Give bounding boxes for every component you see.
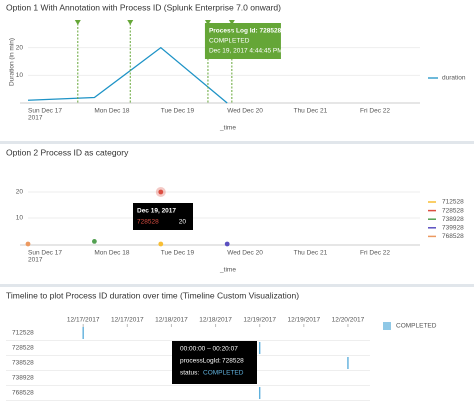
annotation-marker xyxy=(204,20,211,25)
x-axis-title: _time xyxy=(219,267,236,274)
tip-text: Process Log Id: 728528 xyxy=(209,28,282,35)
legend-label: COMPLETED xyxy=(396,323,437,330)
point xyxy=(92,239,97,244)
legend-label: 712528 xyxy=(442,199,464,206)
x-tick-label: Mon Dec 18 xyxy=(94,108,129,115)
x-tick-label: Wed Dec 20 xyxy=(227,108,263,115)
tip-text: 728528 xyxy=(137,219,159,226)
y-axis-title: Duration (in min) xyxy=(9,38,16,86)
x-tick-label: 12/18/2017 xyxy=(199,317,232,324)
y-tick-label: 10 xyxy=(16,215,24,222)
annotation-marker xyxy=(127,20,134,25)
annotation-tooltip xyxy=(204,23,281,59)
legend-label: 738928 xyxy=(442,216,464,223)
row-label: 768528 xyxy=(12,390,34,397)
panel-title: Timeline to plot Process ID duration ove… xyxy=(6,290,299,300)
tip-text: 728528 xyxy=(222,358,244,365)
point xyxy=(158,189,164,195)
point xyxy=(224,241,230,247)
tip-text: 20 xyxy=(179,219,187,226)
x-tick-label: 12/18/2017 xyxy=(155,317,188,324)
tip-text: processLogId: xyxy=(180,358,221,365)
x-axis-title: _time xyxy=(219,125,236,132)
tip-text: 00:00:00 – 00:20:07 xyxy=(180,346,238,353)
row-label: 728528 xyxy=(12,345,34,352)
x-tick-label: 12/20/2017 xyxy=(332,317,365,324)
point xyxy=(25,241,31,247)
annotation-marker xyxy=(74,20,81,25)
legend-swatch xyxy=(383,322,391,330)
timeline-bar xyxy=(258,387,261,399)
row-label: 738928 xyxy=(12,375,34,382)
legend-label: 739928 xyxy=(442,225,464,232)
legend-label: duration xyxy=(442,75,466,82)
point xyxy=(158,241,164,247)
x-tick-label: Tue Dec 19 xyxy=(161,250,195,257)
tip-text: Dec 19, 2017 4:44:45 PM xyxy=(209,48,283,55)
y-tick-label: 20 xyxy=(16,44,24,51)
legend-label: 768528 xyxy=(442,233,464,240)
series-line xyxy=(27,46,228,104)
panel-title: Option 2 Process ID as category xyxy=(6,147,129,157)
legend-label: 728528 xyxy=(442,207,464,214)
panel-title: Option 1 With Annotation with Process ID… xyxy=(6,2,281,12)
timeline-bar xyxy=(82,327,84,339)
x-tick-label: 12/19/2017 xyxy=(288,317,321,324)
timeline-bar xyxy=(258,342,261,354)
panel-divider xyxy=(0,141,474,144)
tooltip xyxy=(133,203,193,230)
y-tick-label: 10 xyxy=(16,72,24,79)
row-label: 712528 xyxy=(12,330,34,337)
x-tick-label: 12/17/2017 xyxy=(67,317,100,324)
x-tick-label: Sun Dec 17 xyxy=(28,250,62,257)
x-tick-label: Thu Dec 21 xyxy=(294,108,328,115)
annotation-marker xyxy=(228,20,235,25)
tooltip xyxy=(172,341,257,384)
x-tick-label: 12/19/2017 xyxy=(243,317,276,324)
timeline-bar xyxy=(347,357,349,369)
tip-text: Dec 19, 2017 xyxy=(137,208,176,215)
tip-text: status: xyxy=(180,370,199,377)
panel-divider xyxy=(0,284,474,287)
x-tick-label: Thu Dec 21 xyxy=(294,250,328,257)
x-tick-label: Wed Dec 20 xyxy=(227,250,263,257)
x-tick-label: Mon Dec 18 xyxy=(94,250,129,257)
x-tick-label: 2017 xyxy=(28,257,43,264)
x-tick-label: Sun Dec 17 xyxy=(28,108,62,115)
row-label: 738528 xyxy=(12,360,34,367)
x-tick-label: Fri Dec 22 xyxy=(360,250,390,257)
y-tick-label: 20 xyxy=(16,189,24,196)
x-tick-label: 2017 xyxy=(28,115,43,122)
x-tick-label: 12/17/2017 xyxy=(111,317,144,324)
x-tick-label: Tue Dec 19 xyxy=(161,108,195,115)
x-tick-label: Fri Dec 22 xyxy=(360,108,390,115)
tip-text: COMPLETED xyxy=(203,370,244,377)
tip-text: COMPLETED xyxy=(209,38,250,45)
